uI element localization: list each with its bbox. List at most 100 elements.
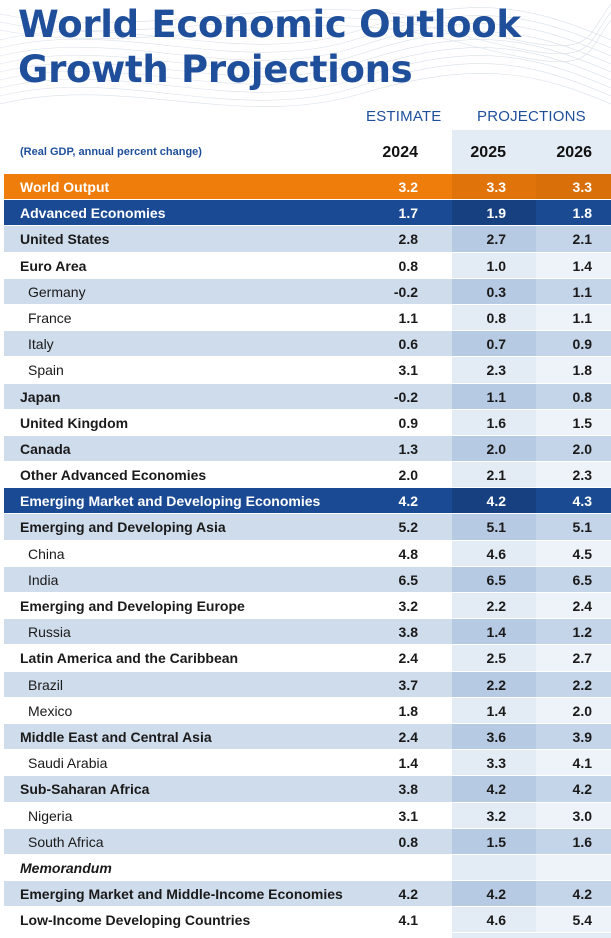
row-label: Canada	[20, 440, 71, 457]
row-label: Latin America and the Caribbean	[20, 650, 239, 667]
value-2024: 0.9	[398, 414, 418, 431]
table-row: Latin America and the Caribbean 2.4 2.5 2.7	[4, 645, 611, 672]
value-2026: 0.9	[572, 336, 592, 353]
table-row: Emerging Market and Developing Economies…	[4, 488, 611, 515]
value-2026: 2.2	[572, 676, 592, 693]
value-2024: 0.8	[398, 257, 418, 274]
value-2025: 4.6	[486, 545, 506, 562]
title-line-2: Growth Projections	[18, 48, 413, 91]
projection-cell-bg	[452, 435, 536, 462]
table-row: United States 2.8 2.7 2.1	[4, 226, 611, 253]
year-header-2026: 2026	[556, 144, 592, 161]
value-2024: 2.0	[398, 467, 418, 484]
table-row: South Africa 0.8 1.5 1.6	[4, 828, 611, 855]
value-2026: 1.5	[572, 414, 592, 431]
row-label: United Kingdom	[20, 414, 129, 431]
projection-cell-bg	[536, 226, 611, 252]
row-label: Emerging Market and Developing Economies	[20, 493, 321, 510]
value-2025: 4.6	[486, 912, 506, 929]
value-2026: 3.9	[572, 728, 592, 745]
value-2025: 4.2	[486, 781, 506, 798]
row-label: Emerging and Developing Asia	[20, 519, 226, 536]
table-row: Other Advanced Economies 2.0 2.1 2.3	[4, 462, 611, 489]
table-row: France 1.1 0.8 1.1	[4, 304, 611, 332]
projection-cell-bg	[536, 907, 611, 933]
projection-cell-bg	[452, 802, 536, 828]
value-2025: 1.4	[486, 702, 506, 719]
value-2025: 3.3	[486, 179, 506, 195]
row-label: Spain	[28, 362, 64, 379]
value-2026: 2.0	[572, 702, 592, 719]
table-row: Sub-Saharan Africa 3.8 4.2 4.2	[4, 776, 611, 803]
value-2025: 2.0	[486, 440, 506, 457]
row-label: Sub-Saharan Africa	[20, 781, 150, 798]
table-row: Canada 1.3 2.0 2.0	[4, 435, 611, 463]
value-2026: 5.1	[572, 519, 592, 536]
projection-cell-bg	[536, 619, 611, 645]
background-wave-pattern	[0, 3, 611, 107]
value-2026: 2.1	[572, 231, 592, 248]
value-2024: 6.5	[398, 571, 418, 588]
table-row: Japan -0.2 1.1 0.8	[4, 383, 611, 410]
value-2026: 4.2	[572, 886, 592, 903]
value-2025: 2.2	[486, 676, 506, 693]
value-2026: 4.3	[572, 493, 592, 510]
value-2024: 4.2	[398, 886, 418, 903]
value-2026: 4.5	[572, 545, 592, 562]
value-2025: 6.5	[486, 571, 506, 588]
projection-cell-bg	[536, 723, 611, 750]
table-row: World Output 3.2 3.3 3.3	[4, 174, 611, 201]
row-label: Japan	[20, 388, 61, 405]
value-2024: -0.2	[393, 283, 418, 300]
value-2025: 3.3	[486, 755, 506, 772]
value-2024: 2.8	[398, 231, 418, 248]
table-row: Saudi Arabia 1.4 3.3 4.1	[4, 750, 611, 777]
value-2024: 3.8	[398, 624, 418, 641]
value-2024: 1.1	[398, 309, 418, 326]
table-row: China 4.8 4.6 4.5	[4, 540, 611, 567]
value-2025: 1.9	[486, 205, 506, 222]
projection-cell-bg	[452, 174, 536, 200]
value-2024: 1.7	[398, 205, 418, 222]
row-label: Russia	[28, 624, 71, 641]
row-label: Other Advanced Economies	[20, 467, 207, 484]
value-2024: 4.1	[398, 912, 418, 929]
table-row: Memorandum	[4, 854, 611, 882]
value-2025: 2.2	[486, 598, 506, 614]
value-2024: -0.2	[393, 388, 418, 405]
row-label: China	[28, 545, 65, 562]
row-label: United States	[20, 231, 110, 248]
table-row: Low-Income Developing Countries 4.1 4.6 5.4	[4, 907, 611, 934]
projection-cell-bg	[452, 723, 536, 750]
projection-cell-bg	[536, 435, 611, 462]
value-2024: 5.2	[398, 519, 418, 536]
projection-cell-bg	[452, 278, 536, 304]
table-row: Italy 0.6 0.7 0.9	[4, 331, 611, 358]
projection-cell-bg	[536, 278, 611, 304]
year-header-2024: 2024	[382, 144, 418, 161]
projection-cell-bg	[536, 304, 611, 331]
projection-cell-bg	[452, 828, 536, 854]
table-row: Advanced Economies 1.7 1.9 1.8	[4, 200, 611, 227]
projections-header: PROJECTIONS	[477, 108, 586, 125]
projection-cell-bg	[452, 331, 536, 357]
projection-cell-bg	[452, 383, 536, 409]
value-2026: 1.8	[572, 362, 592, 379]
value-2024: 2.4	[398, 728, 418, 745]
projection-cell-bg	[536, 828, 611, 854]
row-label: Mexico	[28, 702, 73, 719]
projection-cell-bg	[536, 593, 611, 619]
projection-cell-bg	[536, 200, 611, 226]
estimate-header: ESTIMATE	[366, 108, 442, 125]
value-2026: 2.0	[572, 440, 592, 457]
table-row: Emerging and Developing Europe 3.2 2.2 2.4	[4, 593, 611, 620]
table-row: Russia 3.8 1.4 1.2	[4, 619, 611, 646]
value-2025: 0.7	[486, 336, 506, 353]
value-2025: 4.2	[486, 493, 506, 510]
value-2025: 2.3	[486, 362, 506, 379]
projection-cell-bg	[452, 854, 536, 881]
projection-cell-bg	[536, 881, 611, 907]
row-label: Saudi Arabia	[28, 755, 108, 772]
table-subtitle: (Real GDP, annual percent change)	[20, 146, 202, 158]
projection-cell-bg	[536, 514, 611, 540]
